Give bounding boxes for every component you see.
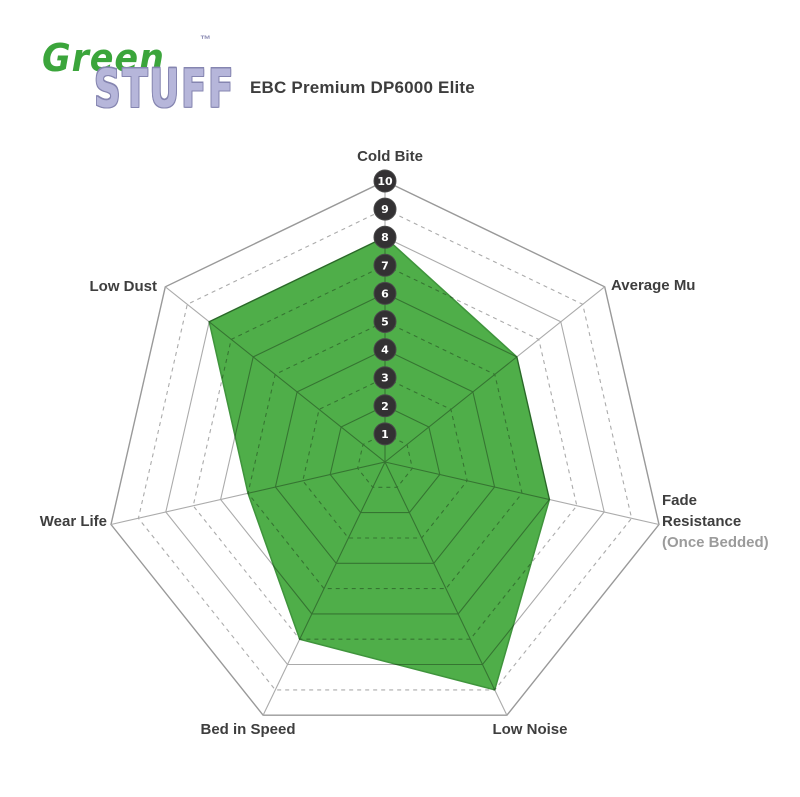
scale-marker-label-4: 4 bbox=[381, 344, 389, 357]
scale-marker-label-9: 9 bbox=[381, 203, 389, 216]
scale-marker-label-8: 8 bbox=[381, 231, 389, 244]
trademark-symbol: ™ bbox=[200, 34, 211, 46]
scale-marker-7 bbox=[373, 253, 397, 277]
axis-label-average-mu: Average Mu bbox=[611, 277, 696, 294]
scale-marker-9 bbox=[373, 197, 397, 221]
scale-marker-5 bbox=[373, 310, 397, 333]
scale-marker-label-10: 10 bbox=[377, 175, 393, 188]
scale-marker-4 bbox=[373, 338, 397, 362]
scale-marker-label-5: 5 bbox=[381, 316, 389, 329]
scale-marker-8 bbox=[373, 225, 397, 249]
logo-stuff-text: STUFF bbox=[94, 58, 236, 120]
scale-marker-10 bbox=[373, 169, 397, 193]
axis-label-wear-life: Wear Life bbox=[39, 513, 107, 530]
axis-label-fade-resistance-sub: (Once Bedded) bbox=[662, 534, 769, 551]
scale-marker-1 bbox=[373, 422, 397, 446]
chart-title: EBC Premium DP6000 Elite bbox=[250, 78, 475, 97]
axis-label-low-dust: Low Dust bbox=[89, 278, 158, 295]
grid-ring-8 bbox=[165, 236, 605, 666]
scale-marker-label-7: 7 bbox=[381, 259, 389, 272]
logo-green-text: Green bbox=[42, 36, 165, 80]
scale-marker-2 bbox=[373, 394, 397, 418]
scale-marker-label-3: 3 bbox=[381, 372, 389, 385]
axis-label-bed-in-speed: Bed in Speed bbox=[200, 721, 296, 738]
greenstuff-logo: Green ™ STUFF bbox=[42, 34, 242, 129]
axis-label-cold-bite: Cold Bite bbox=[357, 148, 423, 165]
grid-ring-10 bbox=[110, 180, 660, 716]
scale-marker-6 bbox=[373, 281, 397, 305]
data-polygon bbox=[208, 236, 551, 691]
axis-label-low-noise: Low Noise bbox=[492, 721, 568, 738]
scale-marker-3 bbox=[373, 366, 397, 390]
axis-label-fade-resistance-main: Fade Resistance bbox=[662, 492, 742, 530]
scale-marker-label-6: 6 bbox=[381, 287, 389, 300]
scale-marker-label-1: 1 bbox=[381, 428, 389, 441]
axis-label-fade-resistance: Fade Resistance (Once Bedded) bbox=[662, 490, 769, 553]
grid-ring-9 bbox=[137, 208, 633, 691]
scale-marker-label-2: 2 bbox=[381, 400, 389, 413]
